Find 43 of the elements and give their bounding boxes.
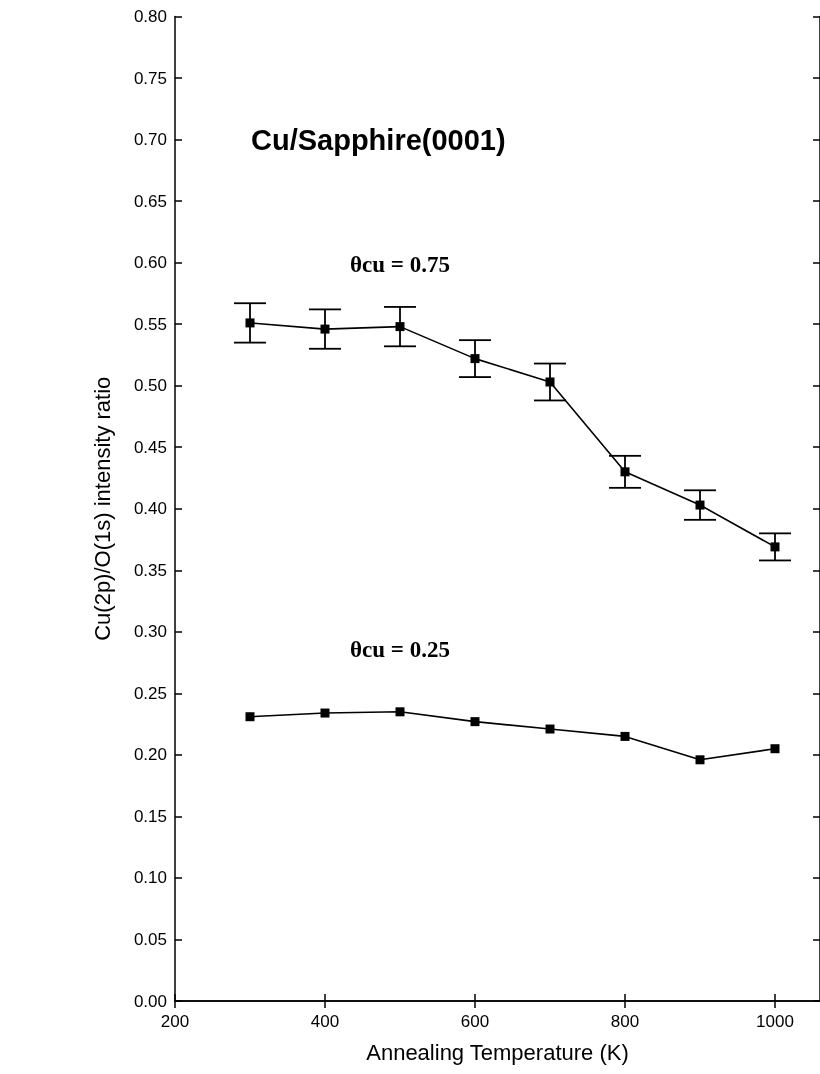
y-tick-label: 0.55 bbox=[133, 314, 167, 334]
y-tick-label: 0.25 bbox=[133, 683, 167, 703]
y-tick-label: 0.50 bbox=[133, 376, 167, 396]
x-tick-label: 1000 bbox=[756, 1012, 794, 1031]
y-tick-label: 0.70 bbox=[133, 130, 167, 150]
y-tick-label: 0.30 bbox=[133, 622, 167, 642]
y-tick-label: 0.40 bbox=[133, 499, 167, 519]
x-tick-label: 800 bbox=[610, 1012, 640, 1031]
point bbox=[245, 318, 255, 328]
point bbox=[395, 322, 405, 332]
text: Cu/Sapphire(0001) bbox=[251, 123, 506, 156]
point bbox=[695, 755, 705, 765]
text: θcu = 0.75 bbox=[350, 252, 450, 278]
point bbox=[470, 717, 480, 727]
point bbox=[470, 354, 480, 364]
point bbox=[620, 731, 630, 741]
point bbox=[545, 377, 555, 387]
point bbox=[545, 724, 555, 734]
point bbox=[770, 744, 780, 754]
y-tick-label: 0.20 bbox=[133, 745, 167, 765]
y-tick-label: 0.45 bbox=[133, 437, 167, 457]
y-tick-label: 0.00 bbox=[133, 991, 167, 1011]
point bbox=[770, 542, 780, 552]
y-tick-label: 0.75 bbox=[133, 68, 167, 88]
y-tick-label: 0.35 bbox=[133, 560, 167, 580]
x-axis-title: Annealing Temperature (K) bbox=[366, 1039, 629, 1065]
point bbox=[620, 467, 630, 477]
text: θcu = 0.25 bbox=[350, 637, 450, 663]
point bbox=[320, 708, 330, 718]
point bbox=[245, 712, 255, 722]
x-tick-label: 200 bbox=[160, 1012, 190, 1031]
y-tick-label: 0.65 bbox=[133, 191, 167, 211]
point bbox=[395, 707, 405, 717]
x-tick-label: 400 bbox=[310, 1012, 340, 1031]
point bbox=[695, 500, 705, 510]
y-tick-label: 0.60 bbox=[133, 253, 167, 273]
y-axis-title: Cu(2p)/O(1s) intensity ratio bbox=[89, 376, 115, 641]
point bbox=[320, 324, 330, 334]
y-tick-label: 0.80 bbox=[133, 7, 167, 26]
x-tick-label: 600 bbox=[460, 1012, 490, 1031]
y-tick-label: 0.05 bbox=[133, 929, 167, 949]
y-tick-label: 0.15 bbox=[133, 806, 167, 826]
y-tick-label: 0.10 bbox=[133, 868, 167, 888]
